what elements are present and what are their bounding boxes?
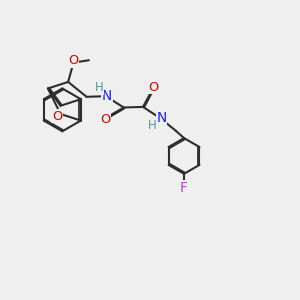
Text: O: O: [68, 54, 78, 67]
Text: O: O: [100, 113, 110, 126]
Text: H: H: [95, 81, 104, 94]
Text: H: H: [148, 119, 157, 132]
Text: N: N: [102, 88, 112, 103]
Text: F: F: [180, 181, 188, 195]
Text: O: O: [148, 81, 159, 94]
Text: O: O: [52, 110, 62, 123]
Text: N: N: [156, 111, 167, 125]
